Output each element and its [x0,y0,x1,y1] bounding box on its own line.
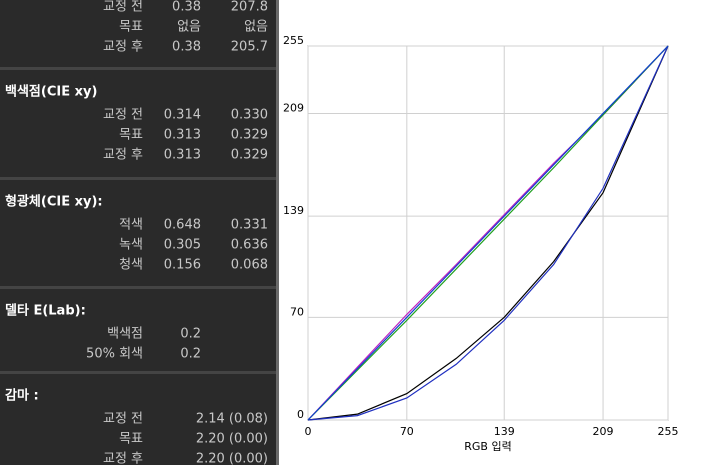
y-tick-label: 209 [283,101,304,114]
curve [307,45,669,421]
y-tick-label: 70 [290,305,304,318]
section-title: 백색점(CIE xy) [5,85,97,100]
x-tick-label: 255 [658,425,679,438]
row-value: 0.2 [180,347,201,362]
row-value: 207.8 [231,0,268,15]
row-value: 0.329 [231,128,268,143]
section-title: 형광체(CIE xy): [5,194,103,210]
row-label: 백색점 [107,327,143,342]
row-value: 없음 [177,20,201,35]
row-label: 적색 [119,218,143,233]
side-panel [0,0,276,465]
row-label: 목표 [119,128,143,143]
row-value: 0.156 [164,258,201,273]
row-value: 0.329 [231,148,268,163]
x-tick-label: 139 [494,425,515,438]
curve [307,45,669,421]
x-axis-label: RGB 입력 [464,440,511,453]
row-label: 50% 회색 [86,347,143,362]
row-value: 0.314 [164,108,201,123]
divider [276,0,279,465]
row-label: 교정 전 [103,0,143,15]
row-label: 녹색 [119,238,143,253]
curve [307,45,669,421]
row-label: 목표 [119,432,143,447]
row-value: 0.330 [231,108,268,123]
row-value: 0.313 [164,128,201,143]
row-value: 0.2 [180,327,201,342]
row-value: 0.305 [164,238,201,253]
x-tick-label: 209 [593,425,614,438]
row-label: 교정 후 [103,148,143,163]
x-tick-label: 0 [305,425,312,438]
section-title: 델타 E(Lab): [5,303,86,319]
row-value: 없음 [244,20,268,35]
row-value: 2.20 (0.00) [196,432,268,447]
section-separator [0,177,276,180]
row-value: 0.38 [172,40,201,55]
y-tick-label: 139 [283,204,304,217]
row-value: 0.648 [164,218,201,233]
x-tick-label: 70 [400,425,414,438]
row-label: 목표 [119,20,143,35]
section-title: 감마 : [5,388,39,404]
section-separator [0,67,276,70]
section-separator [0,371,276,374]
y-tick-label: 0 [297,408,304,421]
row-label: 교정 후 [103,452,143,465]
row-label: 교정 전 [103,412,143,427]
row-value: 2.14 (0.08) [196,412,268,427]
row-value: 205.7 [231,40,268,55]
row-label: 청색 [119,258,143,273]
row-value: 0.38 [172,0,201,15]
row-value: 0.068 [231,258,268,273]
row-value: 0.313 [164,148,201,163]
row-label: 교정 후 [103,40,143,55]
row-value: 2.20 (0.00) [196,452,268,465]
row-value: 0.636 [231,238,268,253]
section-separator [0,286,276,289]
row-label: 교정 전 [103,108,143,123]
y-tick-label: 255 [283,34,304,47]
row-value: 0.331 [231,218,268,233]
curve [307,45,669,421]
